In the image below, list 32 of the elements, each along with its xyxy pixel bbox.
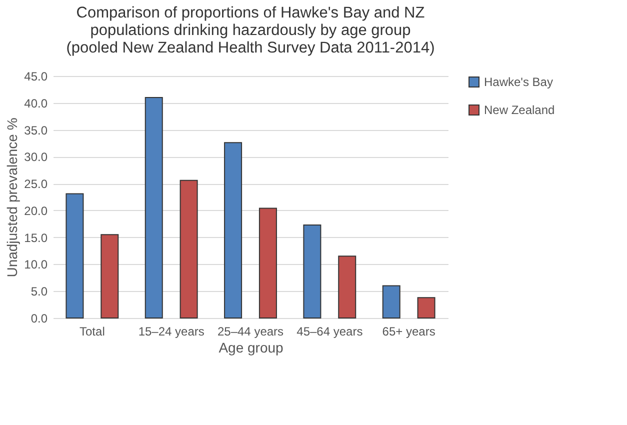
bar [338,256,356,318]
y-tick-label: 45.0 [24,70,48,84]
x-tick-label: 15–24 years [138,324,204,338]
bar [382,285,400,318]
text: Comparison of proportions of Hawke's Bay and NZ [76,4,425,22]
bar [144,97,163,318]
y-tick-label: 35.0 [24,123,48,138]
y-tick-label: 5.0 [30,284,48,299]
y-tick-label: 30.0 [24,150,48,164]
text: populations drinking hazardously by age group [90,22,411,39]
bar [258,208,277,318]
x-tick-label: 65+ years [382,324,436,338]
y-tick-label: 40.0 [24,96,48,110]
x-axis-title: Age group [218,340,284,356]
bar [224,142,242,318]
y-tick-label: 15.0 [24,230,48,245]
y-tick-label: 20.0 [24,204,48,218]
x-tick-label: 25–44 years [217,324,284,338]
y-tick-label: 10.0 [24,258,48,272]
legend-label: New Zealand [484,103,555,117]
bar [100,234,119,318]
y-tick-label: 25.0 [24,177,48,192]
bar [303,224,322,318]
x-tick-label: 45–64 years [296,324,363,338]
x-tick-label: Total [80,324,105,338]
bar [180,180,198,318]
y-axis-title: Unadjusted prevalence % [4,118,20,278]
text: (pooled New Zealand Health Survey Data 2011-2014) [66,40,435,56]
bar [417,297,436,318]
bar [66,193,84,318]
y-tick-label: 0.0 [30,312,48,326]
legend-label: Hawke's Bay [484,75,553,89]
